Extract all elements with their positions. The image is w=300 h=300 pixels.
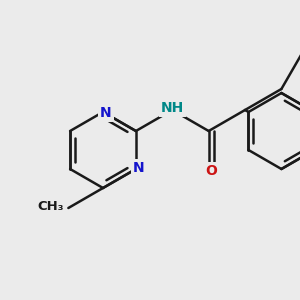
Text: N: N <box>100 106 112 120</box>
Text: CH₃: CH₃ <box>38 200 64 212</box>
Text: N: N <box>133 161 145 175</box>
Text: NH: NH <box>161 101 184 115</box>
Text: O: O <box>206 164 218 178</box>
